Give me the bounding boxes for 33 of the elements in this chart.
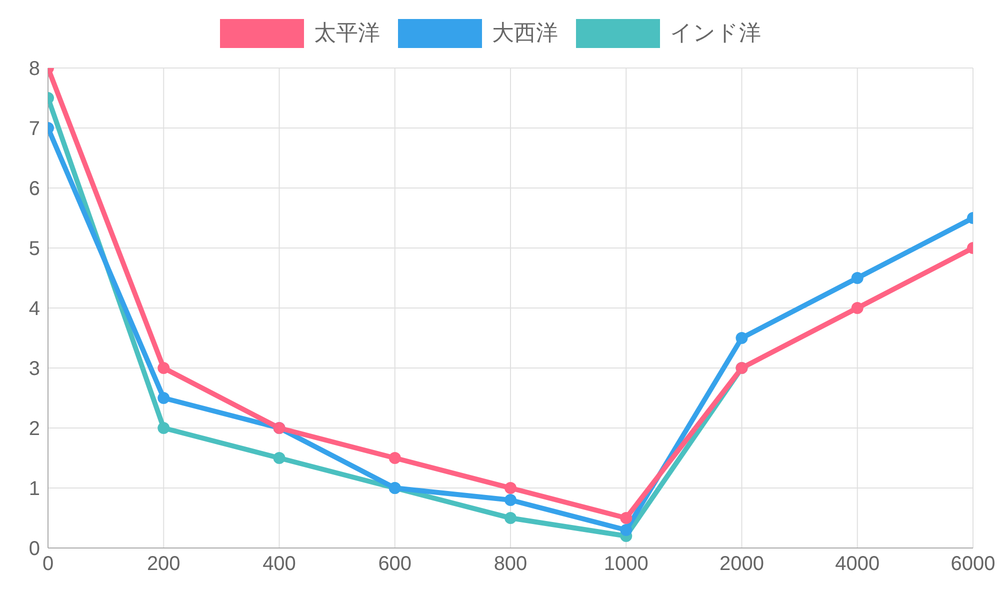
point <box>504 494 516 506</box>
point <box>273 452 286 464</box>
point <box>620 512 632 524</box>
legend-label: インド洋 <box>670 20 761 48</box>
x-tick-label: 200 <box>146 553 180 576</box>
x-tick-label: 4000 <box>835 553 880 576</box>
point <box>158 392 170 404</box>
y-tick-label: 1 <box>28 478 40 500</box>
x-tick-label: 600 <box>378 553 412 576</box>
point <box>851 302 864 314</box>
y-tick-label: 7 <box>28 118 40 140</box>
y-tick-label: 5 <box>28 238 40 260</box>
x-tick-label: 800 <box>494 553 528 576</box>
point <box>158 362 170 374</box>
point <box>851 272 864 284</box>
point <box>504 482 516 494</box>
y-tick-label: 4 <box>28 298 40 320</box>
y-tick-label: 6 <box>28 178 40 200</box>
legend-label: 大西洋 <box>492 20 558 48</box>
y-tick-label: 8 <box>28 58 40 80</box>
point <box>504 512 516 524</box>
point <box>620 524 632 536</box>
y-tick-label: 2 <box>28 418 40 440</box>
point <box>158 422 170 434</box>
y-tick-label: 0 <box>28 538 40 560</box>
x-tick-label: 1000 <box>604 553 648 576</box>
x-tick-label: 400 <box>262 553 296 576</box>
y-tick-label: 3 <box>28 358 40 380</box>
point <box>736 332 748 344</box>
x-tick-label: 2000 <box>720 553 764 576</box>
legend-label: 太平洋 <box>314 20 380 48</box>
point <box>388 452 401 464</box>
x-tick-label: 6000 <box>950 553 996 576</box>
